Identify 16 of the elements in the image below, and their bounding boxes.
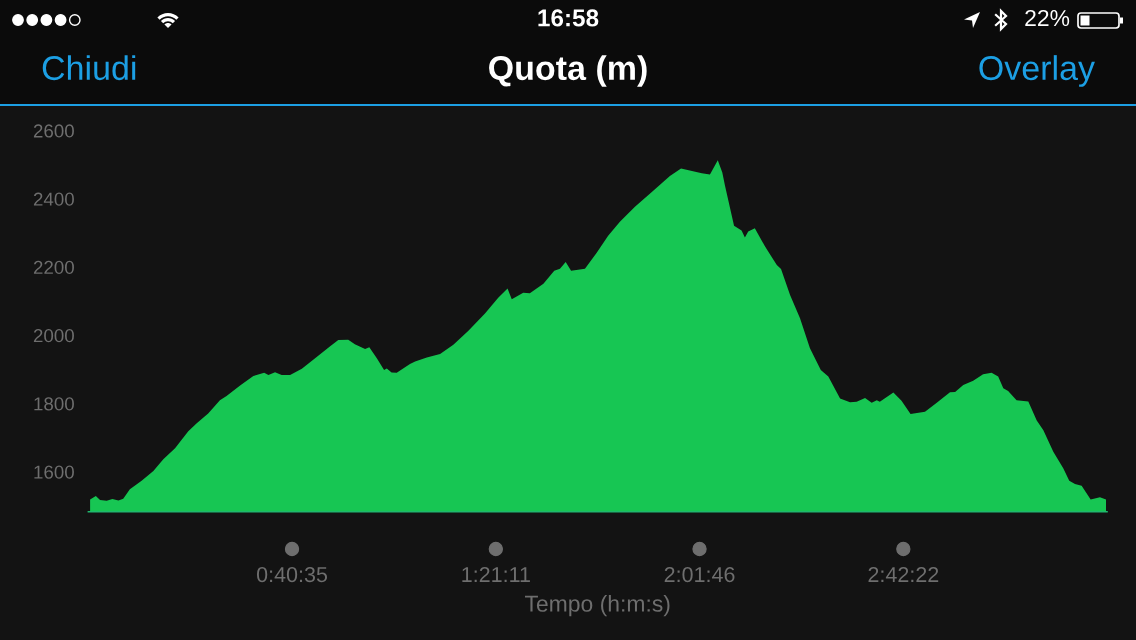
y-tick-label: 1800: [34, 397, 74, 411]
y-tick-label: 2600: [33, 124, 74, 138]
y-tick-label: 2200: [33, 260, 74, 275]
text: 16:58: [538, 9, 599, 27]
x-axis-title: Tempo (h:m:s): [525, 595, 670, 617]
chart-title: Quota (m): [489, 55, 647, 87]
x-tick-label: 2:01:46: [664, 566, 735, 583]
x-tick-label: 1:21:11: [462, 566, 530, 582]
x-tick-label: 0:40:35: [256, 566, 328, 583]
y-tick-label: 2000: [33, 329, 74, 343]
text: 22%: [1025, 9, 1070, 27]
text: Overlay: [979, 55, 1095, 87]
x-tick-label: 2:42:22: [868, 566, 939, 582]
y-tick-label: 2400: [33, 192, 74, 206]
y-tick-label: 1600: [34, 465, 74, 479]
text: Chiudi: [42, 55, 136, 81]
